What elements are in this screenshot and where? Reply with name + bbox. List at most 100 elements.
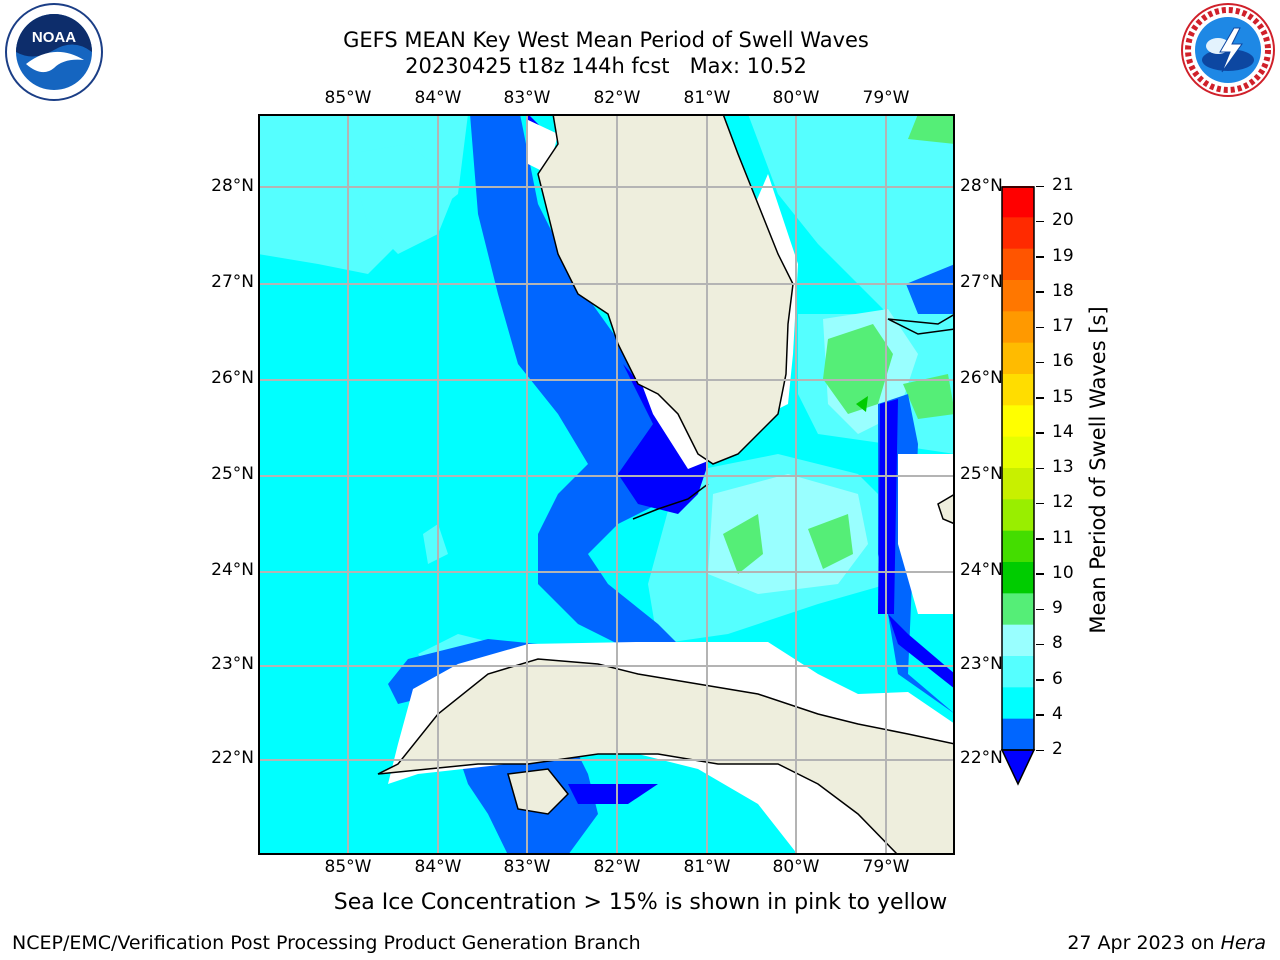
colorbar-tick-label: 11 — [1052, 527, 1074, 548]
lon-label-top: 79°W — [862, 88, 910, 108]
lat-label-left: 28°N — [211, 176, 254, 196]
contour-9-10 — [808, 514, 853, 569]
lat-label-left: 23°N — [211, 654, 254, 674]
land-bahamas — [937, 493, 955, 525]
colorbar-tick-mark — [1036, 256, 1044, 258]
lon-label-top: 82°W — [593, 88, 641, 108]
footer-right: 27 Apr 2023 on Hera — [1067, 932, 1266, 954]
lon-label-bottom: 80°W — [772, 857, 820, 877]
lat-label-right: 24°N — [960, 560, 1003, 580]
contour-below-2 — [568, 784, 658, 804]
colorbar-svg — [1000, 186, 1036, 786]
colorbar-frame — [1001, 186, 1035, 751]
nws-logo-icon — [1181, 3, 1275, 97]
colorbar-tick-mark — [1036, 573, 1044, 575]
colorbar-tick-label: 9 — [1052, 598, 1063, 618]
colorbar-tick-mark — [1036, 502, 1044, 505]
colorbar-band — [1002, 624, 1034, 657]
chart-title: GEFS MEAN Key West Mean Period of Swell … — [0, 27, 1212, 79]
contour-9-10 — [903, 374, 955, 419]
colorbar-band — [1002, 405, 1034, 438]
graticule — [258, 114, 955, 855]
colorbar-band — [1002, 248, 1034, 281]
land-bahamas-coast — [887, 313, 955, 335]
colorbar-tick-label: 8 — [1052, 633, 1063, 654]
colorbar-tick-mark — [1036, 643, 1044, 646]
colorbar-extend-triangle — [1000, 749, 1036, 786]
contour-2-4 — [470, 114, 708, 654]
lon-label-bottom: 84°W — [414, 857, 462, 877]
contour-10-11 — [856, 396, 868, 412]
colorbar-tick-label: 16 — [1052, 351, 1074, 372]
contour-below-2 — [888, 614, 955, 689]
lon-label-top: 83°W — [503, 88, 551, 108]
land-florida — [537, 114, 794, 465]
lon-label-top: 84°W — [414, 88, 462, 108]
lon-label-bottom: 81°W — [683, 857, 731, 877]
colorbar-tick-mark — [1036, 749, 1044, 751]
colorbar-band — [1002, 718, 1034, 751]
lon-label-bottom: 85°W — [324, 857, 372, 877]
lat-label-right: 27°N — [960, 272, 1003, 292]
colorbar-tick-label: 12 — [1052, 492, 1074, 513]
colorbar-band — [1002, 593, 1034, 626]
colorbar-tick-label: 2 — [1052, 739, 1063, 759]
colorbar-tick-label: 17 — [1052, 316, 1074, 336]
contour-below-2 — [878, 399, 898, 614]
colorbar-band — [1002, 530, 1034, 563]
no-data-region — [898, 454, 955, 614]
lat-label-right: 25°N — [960, 464, 1003, 484]
colorbar-tick-mark — [1036, 185, 1044, 187]
colorbar-tick-label: 18 — [1052, 280, 1074, 301]
colorbar-band — [1002, 280, 1034, 312]
lat-label-right: 26°N — [960, 368, 1003, 388]
colorbar-tick-mark — [1036, 538, 1044, 540]
colorbar-band — [1002, 217, 1034, 250]
svg-text:NOAA: NOAA — [32, 29, 76, 46]
lat-label-left: 22°N — [211, 748, 254, 768]
colorbar-tick-mark — [1036, 679, 1044, 681]
colorbar-band — [1002, 656, 1034, 688]
colorbar-tick-label: 20 — [1052, 210, 1074, 231]
colorbar-tick-mark — [1036, 220, 1044, 223]
lon-label-top: 80°W — [772, 88, 820, 108]
colorbar-band — [1002, 342, 1034, 375]
colorbar-tick-label: 10 — [1052, 562, 1074, 583]
footer-date: 27 Apr 2023 on — [1067, 932, 1221, 954]
lat-label-left: 24°N — [211, 560, 254, 580]
nws-logo — [1180, 2, 1276, 98]
colorbar-tick-mark — [1036, 608, 1044, 610]
land-isla-juventud — [507, 768, 570, 815]
colorbar-tick-mark — [1036, 291, 1044, 293]
lon-label-bottom: 79°W — [862, 857, 910, 877]
noaa-logo-icon: NOAA — [5, 3, 103, 101]
title-line-2: 20230425 t18z 144h fcst Max: 10.52 — [405, 54, 807, 78]
map-panel — [258, 114, 955, 855]
colorbar-tick-mark — [1036, 714, 1044, 716]
colorbar-label-text: Mean Period of Swell Waves [s] — [1086, 306, 1110, 634]
colorbar-tick-mark — [1036, 361, 1044, 364]
lat-label-left: 26°N — [211, 368, 254, 388]
lon-label-bottom: 83°W — [503, 857, 551, 877]
lat-label-left: 25°N — [211, 464, 254, 484]
colorbar-tick-label: 19 — [1052, 245, 1074, 266]
map-frame — [258, 114, 955, 855]
colorbar-band — [1002, 186, 1034, 218]
contour-6-8 — [748, 114, 955, 324]
colorbar-tick-mark — [1036, 326, 1044, 328]
lat-label-right: 28°N — [960, 176, 1003, 196]
map-svg — [258, 114, 955, 855]
contour-9-10 — [823, 324, 893, 414]
colorbar-band — [1002, 311, 1034, 344]
lon-label-bottom: 82°W — [593, 857, 641, 877]
colorbar-tick-mark — [1036, 467, 1044, 469]
colorbar-band — [1002, 499, 1034, 532]
colorbar-tick-label: 15 — [1052, 386, 1074, 407]
lat-label-right: 22°N — [960, 748, 1003, 768]
title-line-1: GEFS MEAN Key West Mean Period of Swell … — [343, 28, 869, 52]
colorbar-tick-mark — [1036, 397, 1044, 399]
lon-label-top: 85°W — [324, 88, 372, 108]
florida-keys — [632, 483, 709, 520]
colorbar-tick-label: 6 — [1052, 668, 1063, 689]
colorbar-tick-label: 14 — [1052, 421, 1074, 442]
